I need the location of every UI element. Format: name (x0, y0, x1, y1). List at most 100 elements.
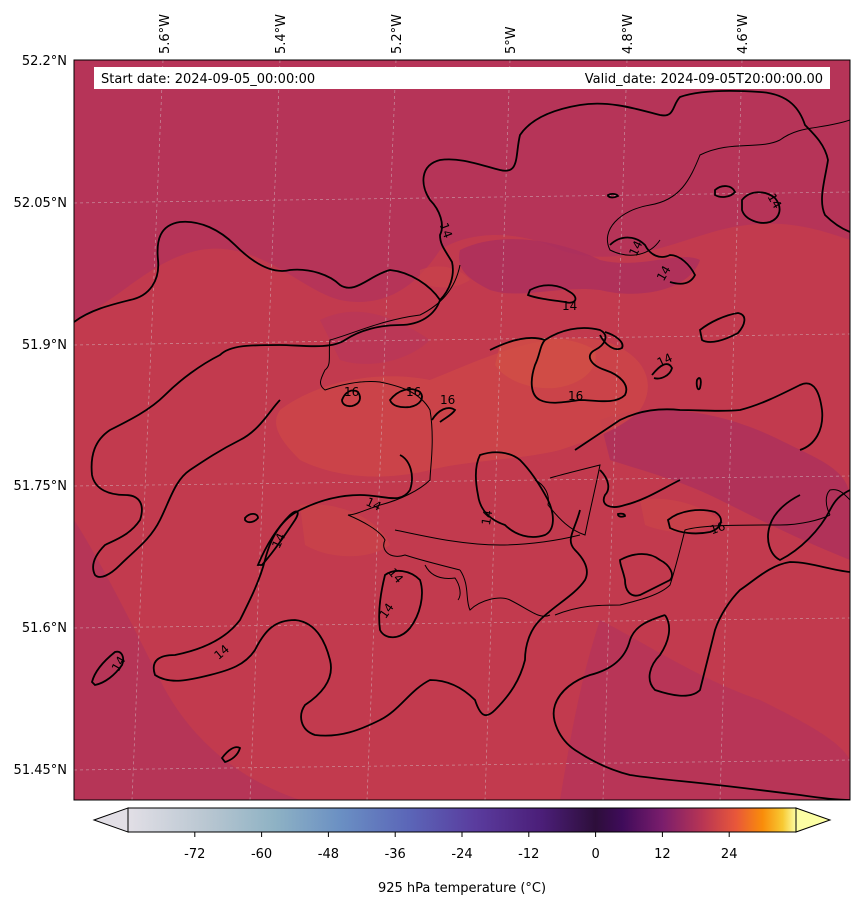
colorbar-tick-label: -60 (251, 847, 272, 862)
contour-label-layer: 14 14 14 14 14 14 14 14 14 14 14 14 16 1… (109, 191, 785, 674)
lat-label: 51.9°N (22, 338, 67, 353)
contour-label: 14 (655, 351, 675, 370)
lon-label: 5.6°W (158, 14, 173, 54)
coastline (394, 529, 581, 546)
coastline (459, 569, 551, 617)
contour-14 (220, 746, 242, 764)
contour-label: 14 (562, 299, 577, 313)
contour-16 (617, 512, 626, 518)
contour-label: 14 (765, 191, 785, 211)
contour-14 (714, 185, 737, 198)
contour-14 (599, 469, 681, 508)
cool-region (459, 239, 700, 294)
contour-label: 16 (344, 385, 359, 399)
contour-14 (74, 89, 850, 323)
colorbar-tick-label: -12 (518, 847, 539, 862)
coastlines (320, 119, 850, 617)
lon-label: 5.4°W (274, 14, 289, 54)
contour-14 (699, 312, 746, 343)
colorbar-tick-label: -48 (318, 847, 339, 862)
contour-16 (666, 509, 722, 535)
contour-14 (767, 489, 850, 562)
contour-16 (431, 407, 457, 423)
contour-14 (526, 284, 577, 304)
contour-label: 14 (437, 221, 455, 240)
contour-14 (489, 337, 546, 351)
contour-label: 14 (654, 263, 674, 283)
colorbar-ticks: -72 -60 -48 -36 -24 -12 0 12 24 (184, 832, 737, 862)
contour-16 (388, 388, 423, 409)
contour-label: 14 (109, 654, 129, 674)
valid-date-label: Valid_date: 2024-09-05T20:00:00.00 (585, 72, 823, 87)
cool-region (560, 620, 850, 800)
contour-16 (341, 389, 361, 408)
contour-14 (244, 512, 259, 524)
contour-label: 16 (406, 385, 421, 399)
contour-14 (574, 382, 824, 451)
contour-label: 14 (269, 531, 288, 551)
contour-14 (609, 236, 697, 285)
contour-label: 16 (440, 393, 455, 407)
contour-14 (378, 569, 423, 639)
contour-14 (695, 377, 702, 391)
contour-label: 14 (479, 509, 495, 526)
contour-14 (651, 363, 673, 380)
warm-region (640, 498, 720, 532)
lon-label: 4.8°W (621, 14, 636, 54)
contour-14 (741, 191, 781, 224)
colorbar-extend-low (92, 807, 129, 833)
contour-label: 16 (708, 519, 727, 537)
coastline (554, 514, 831, 616)
longitude-labels: 5.6°W 5.4°W 5.2°W 5°W 4.8°W 4.6°W (158, 14, 751, 54)
cool-region (600, 409, 850, 560)
latitude-labels: 52.2°N 52.05°N 51.9°N 51.75°N 51.6°N 51.… (14, 54, 67, 778)
colorbar-tick-label: -24 (451, 847, 472, 862)
coastline (606, 119, 850, 256)
contour-label: 14 (364, 495, 384, 514)
lon-label: 5.2°W (390, 14, 405, 54)
colorbar-gradient (128, 808, 796, 832)
colorbar-extend-high (795, 807, 832, 833)
lon-label: 5°W (504, 26, 519, 54)
coastline (424, 564, 461, 601)
lat-label: 52.2°N (22, 54, 67, 69)
coastline (320, 264, 461, 571)
colorbar-tick-label: -72 (184, 847, 205, 862)
contour-label: 16 (568, 389, 583, 403)
colorbar-tick-label: 12 (654, 847, 671, 862)
start-date-label: Start date: 2024-09-05_00:00:00 (101, 72, 315, 87)
lon-label: 4.6°W (736, 14, 751, 54)
colorbar-tick-label: 24 (721, 847, 738, 862)
lat-label: 51.75°N (14, 479, 67, 494)
colorbar-tick-label: -36 (385, 847, 406, 862)
coastline (534, 464, 601, 536)
warm-region (300, 504, 390, 557)
map-frame (73, 59, 851, 801)
temperature-contours (74, 89, 850, 800)
contour-14 (299, 454, 413, 511)
lat-label: 51.6°N (22, 621, 67, 636)
contour-14 (475, 451, 554, 538)
cool-region (74, 60, 850, 320)
warm-region (420, 266, 470, 288)
contour-14 (91, 650, 125, 686)
contour-14 (152, 509, 588, 737)
contour-label: 14 (626, 238, 645, 258)
lat-label: 51.45°N (14, 763, 67, 778)
cool-region (74, 520, 300, 800)
warm-region (495, 338, 596, 389)
contour-14 (607, 193, 620, 199)
colorbar-tick-label: 0 (591, 847, 599, 862)
colorbar: -72 -60 -48 -36 -24 -12 0 12 24 925 hPa temperat… (92, 807, 832, 896)
contour-14 (619, 553, 673, 597)
coastline (825, 489, 850, 516)
contour-14 (530, 327, 628, 404)
contour-14 (256, 510, 299, 566)
contour-14 (552, 614, 850, 800)
contour-14 (90, 299, 441, 578)
colorbar-label: 925 hPa temperature (°C) (378, 881, 546, 896)
contour-14 (599, 331, 624, 350)
lat-label: 52.05°N (14, 196, 67, 211)
